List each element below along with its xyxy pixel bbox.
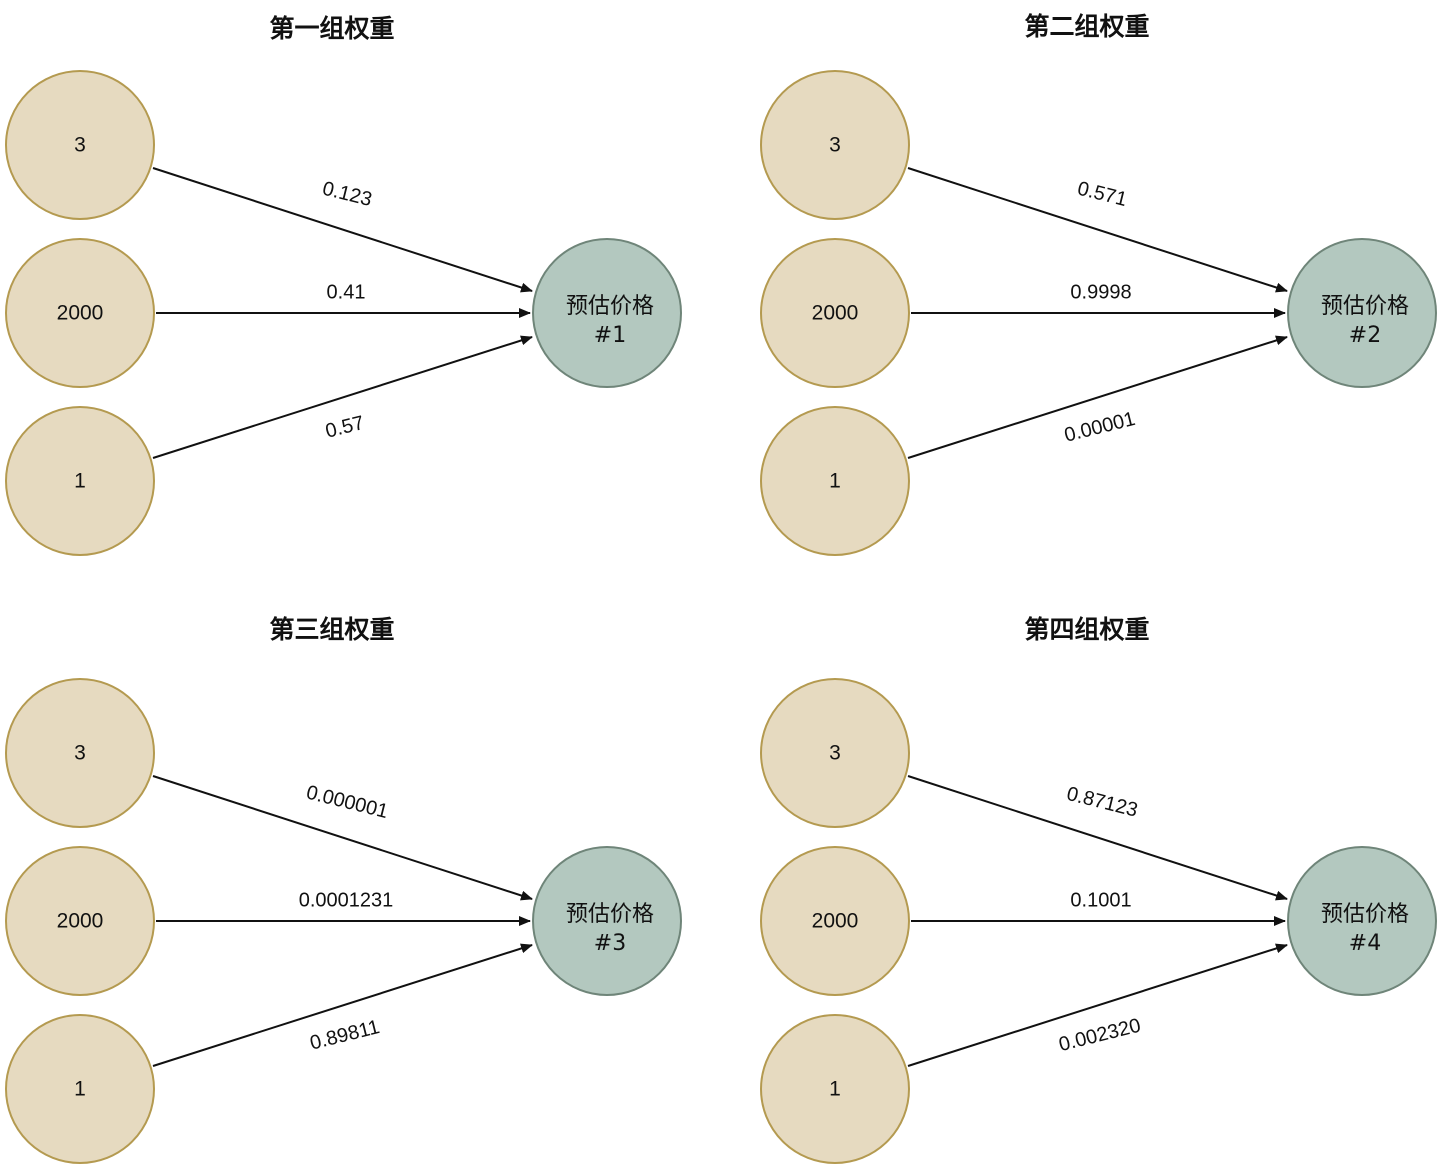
input-node-circle xyxy=(760,238,910,388)
input-node-circle xyxy=(5,1014,155,1164)
input-node: 1 xyxy=(5,406,155,556)
input-node: 2000 xyxy=(5,846,155,996)
input-node-circle xyxy=(5,70,155,220)
output-node-number: #1 xyxy=(594,323,626,348)
input-node-circle xyxy=(5,406,155,556)
weight-edge xyxy=(907,943,1288,1067)
input-node: 3 xyxy=(760,678,910,828)
panel-title: 第四组权重 xyxy=(1024,615,1149,644)
output-node-circle xyxy=(532,238,682,388)
output-node-label: 预估价格 xyxy=(566,294,654,319)
input-node-value: 3 xyxy=(74,134,86,157)
panel-2: 第二组权重 0.571 0.9998 0.00001 3 2000 1 预估价格 #2 xyxy=(760,12,1437,556)
input-node-value: 3 xyxy=(829,742,841,765)
panel-title: 第三组权重 xyxy=(269,615,394,644)
input-node: 2000 xyxy=(760,238,910,388)
output-node-number: #2 xyxy=(1349,323,1381,348)
output-node-number: #3 xyxy=(594,931,626,956)
weight-edge xyxy=(907,775,1288,901)
weight-label: 0.89811 xyxy=(308,1016,382,1054)
weight-label: 0.000001 xyxy=(304,782,390,824)
weight-edge xyxy=(907,167,1288,293)
weight-edge xyxy=(152,775,533,901)
input-node-circle xyxy=(760,678,910,828)
panel-1: 第一组权重 0.123 0.41 0.57 3 2000 1 预估价格 #1 xyxy=(5,14,682,556)
weight-label: 0.00001 xyxy=(1062,408,1137,447)
input-node-circle xyxy=(760,1014,910,1164)
output-node-label: 预估价格 xyxy=(566,902,654,927)
weight-label: 0.87123 xyxy=(1064,783,1139,822)
input-node-circle xyxy=(5,846,155,996)
output-node-circle xyxy=(532,846,682,996)
input-node: 2000 xyxy=(5,238,155,388)
input-node-value: 3 xyxy=(74,742,86,765)
weight-edge xyxy=(152,335,533,459)
output-node-label: 预估价格 xyxy=(1321,294,1409,319)
input-node-value: 1 xyxy=(829,1078,841,1101)
input-node: 3 xyxy=(5,678,155,828)
weight-label: 0.9998 xyxy=(1070,281,1131,303)
weight-label: 0.571 xyxy=(1075,178,1129,211)
output-node: 预估价格 #4 xyxy=(1287,846,1437,996)
input-node: 1 xyxy=(5,1014,155,1164)
panel-3: 第三组权重 0.000001 0.0001231 0.89811 3 2000 1 预估价格 #… xyxy=(5,615,682,1164)
input-node-circle xyxy=(760,70,910,220)
input-node: 3 xyxy=(760,70,910,220)
weight-label: 0.57 xyxy=(323,412,366,443)
output-node: 预估价格 #1 xyxy=(532,238,682,388)
input-node-value: 1 xyxy=(829,470,841,493)
input-node-value: 3 xyxy=(829,134,841,157)
input-node-value: 2000 xyxy=(57,302,104,325)
input-node-value: 2000 xyxy=(57,910,104,933)
weight-label: 0.41 xyxy=(327,281,366,303)
weight-label: 0.0001231 xyxy=(299,889,394,911)
input-node: 1 xyxy=(760,1014,910,1164)
weight-label: 0.1001 xyxy=(1070,889,1131,911)
weight-label: 0.002320 xyxy=(1057,1015,1143,1057)
input-node-value: 2000 xyxy=(812,302,859,325)
output-node-number: #4 xyxy=(1349,931,1381,956)
output-node: 预估价格 #2 xyxy=(1287,238,1437,388)
panel-title: 第二组权重 xyxy=(1024,12,1149,41)
input-node-value: 1 xyxy=(74,470,86,493)
input-node-value: 2000 xyxy=(812,910,859,933)
weight-label: 0.123 xyxy=(320,178,374,211)
panel-4: 第四组权重 0.87123 0.1001 0.002320 3 2000 1 预估价格 #4 xyxy=(760,615,1437,1164)
input-node-circle xyxy=(5,238,155,388)
input-node-circle xyxy=(760,846,910,996)
output-node-circle xyxy=(1287,846,1437,996)
weight-edge xyxy=(152,167,533,293)
input-node-circle xyxy=(760,406,910,556)
input-node: 3 xyxy=(5,70,155,220)
input-node: 1 xyxy=(760,406,910,556)
weight-edge xyxy=(907,335,1288,459)
output-node: 预估价格 #3 xyxy=(532,846,682,996)
weight-edge xyxy=(152,943,533,1067)
output-node-label: 预估价格 xyxy=(1321,902,1409,927)
input-node-circle xyxy=(5,678,155,828)
input-node-value: 1 xyxy=(74,1078,86,1101)
input-node: 2000 xyxy=(760,846,910,996)
panel-title: 第一组权重 xyxy=(269,14,394,43)
output-node-circle xyxy=(1287,238,1437,388)
